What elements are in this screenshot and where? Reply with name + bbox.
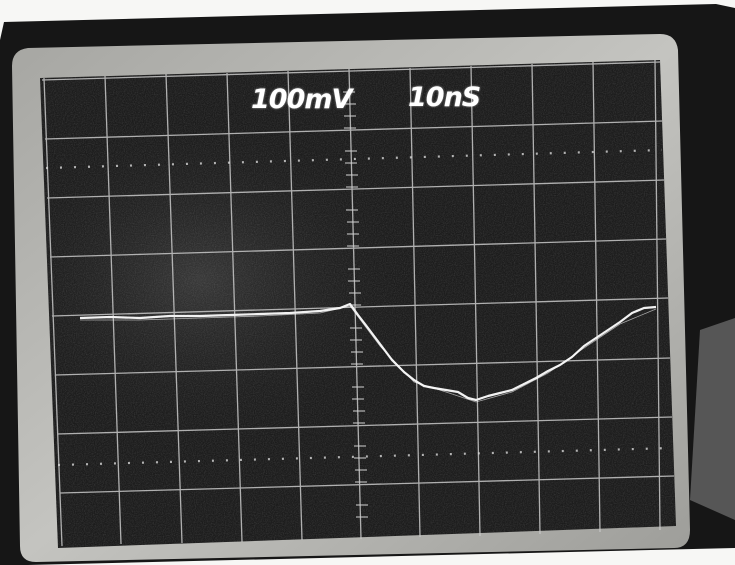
time-per-div-readout: 10nS bbox=[408, 82, 481, 113]
graticule-grid bbox=[41, 59, 675, 547]
waveform-trace bbox=[79, 302, 657, 402]
volts-per-div-readout: 100mV bbox=[251, 84, 352, 115]
